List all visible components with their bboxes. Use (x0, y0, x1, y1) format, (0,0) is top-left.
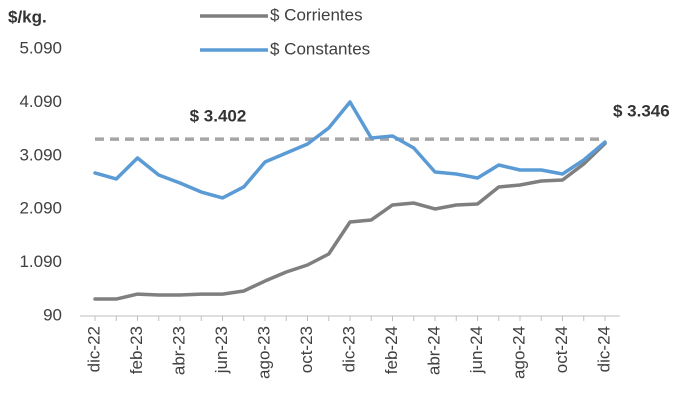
y-tick-label: 2.090 (19, 199, 62, 218)
x-tick-label: feb-23 (127, 326, 146, 374)
series-line (93, 141, 607, 301)
y-tick-label: 5.090 (19, 38, 62, 57)
data-label: $ 3.346 (613, 102, 670, 121)
legend-label: $ Corrientes (270, 5, 363, 24)
x-tick-label: oct-24 (552, 326, 571, 373)
x-tick-label: ago-24 (509, 326, 528, 379)
y-tick-label: 4.090 (19, 92, 62, 111)
series-line (93, 100, 607, 200)
x-tick-label: abr-23 (169, 326, 188, 375)
x-tick-label: jun-24 (467, 326, 486, 374)
reference-label: $ 3.402 (190, 107, 247, 126)
x-tick-label: dic-22 (84, 326, 103, 372)
y-tick-label: 1.090 (19, 252, 62, 271)
x-tick-label: jun-23 (212, 326, 231, 374)
x-tick-label: dic-24 (594, 326, 613, 372)
x-tick-label: oct-23 (297, 326, 316, 373)
x-tick-label: ago-23 (254, 326, 273, 379)
y-axis-label: $/kg. (8, 7, 47, 26)
x-tick-label: abr-24 (424, 326, 443, 375)
x-tick-label: feb-24 (382, 326, 401, 374)
legend-label: $ Constantes (270, 39, 370, 58)
y-tick-label: 3.090 (19, 145, 62, 164)
y-tick-label: 90 (43, 305, 62, 324)
x-tick-label: dic-23 (339, 326, 358, 372)
